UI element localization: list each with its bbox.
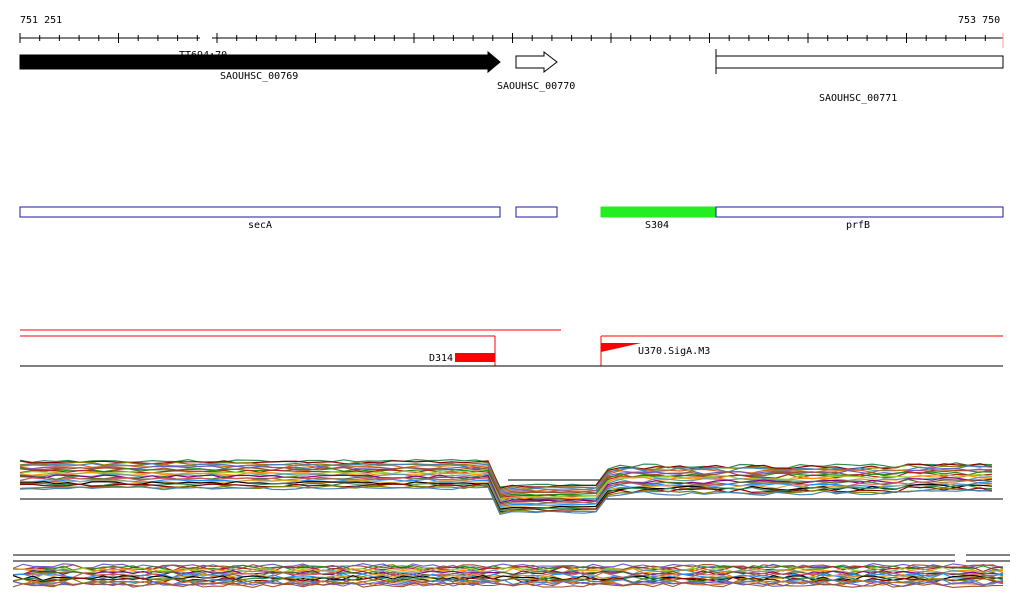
feature-label-seca: secA — [248, 220, 272, 231]
feature-label-prfb: prfB — [846, 220, 870, 231]
coordinate-ruler: 751 251 753 750 — [19, 15, 1004, 48]
feature-s304[interactable] — [600, 206, 717, 218]
gene-box-saouhsc-00771[interactable] — [715, 55, 1004, 69]
profile-2-lines — [12, 563, 1004, 588]
expression-profile-track-2 — [12, 554, 1010, 588]
profile-2-trace — [12, 570, 1004, 578]
feature-seca[interactable] — [19, 206, 501, 218]
feature-prfb[interactable] — [715, 206, 1004, 218]
gene-arrow-saouhsc-00769[interactable] — [19, 50, 501, 74]
profile-1-trace — [20, 482, 992, 512]
ruler-ticks — [19, 33, 986, 43]
profile-2-trace — [12, 578, 1004, 586]
profile-1-trace — [19, 478, 993, 508]
profile-1-trace — [19, 472, 993, 501]
annotation-feature-track: secA S304 prfB — [19, 206, 1004, 231]
ruler-start-label: 751 251 — [20, 15, 62, 26]
profile-1-trace — [19, 467, 993, 497]
expression-profile-track-1 — [19, 458, 1003, 515]
segment-label-d314: D314 — [429, 353, 453, 364]
gene-label-saouhsc-00771: SAOUHSC_00771 — [819, 93, 897, 104]
profile-1-trace — [19, 486, 993, 515]
segment-d314[interactable] — [455, 353, 495, 362]
profile-1-trace — [19, 460, 993, 490]
profile-1-trace — [19, 464, 993, 493]
ruler-end-label: 753 750 — [958, 15, 1000, 26]
feature-small[interactable] — [515, 206, 558, 218]
segment-label-u370-siga-m3: U370.SigA.M3 — [638, 346, 710, 357]
transcription-segment-track: D314 U370.SigA.M3 — [20, 329, 1003, 367]
gene-label-saouhsc-00770: SAOUHSC_00770 — [497, 81, 575, 92]
segment-u370-siga-m3[interactable] — [601, 343, 641, 352]
gene-track: TT694:70 SAOUHSC_00769 SAOUHSC_00770 SAO… — [19, 49, 1004, 104]
profile-2-trace — [12, 582, 1004, 588]
gene-label-saouhsc-00769: SAOUHSC_00769 — [220, 71, 298, 82]
profile-1-lines — [19, 458, 993, 515]
gene-arrow-saouhsc-00770[interactable] — [515, 50, 558, 74]
feature-label-s304: S304 — [645, 220, 669, 231]
profile-1-trace — [19, 474, 993, 504]
